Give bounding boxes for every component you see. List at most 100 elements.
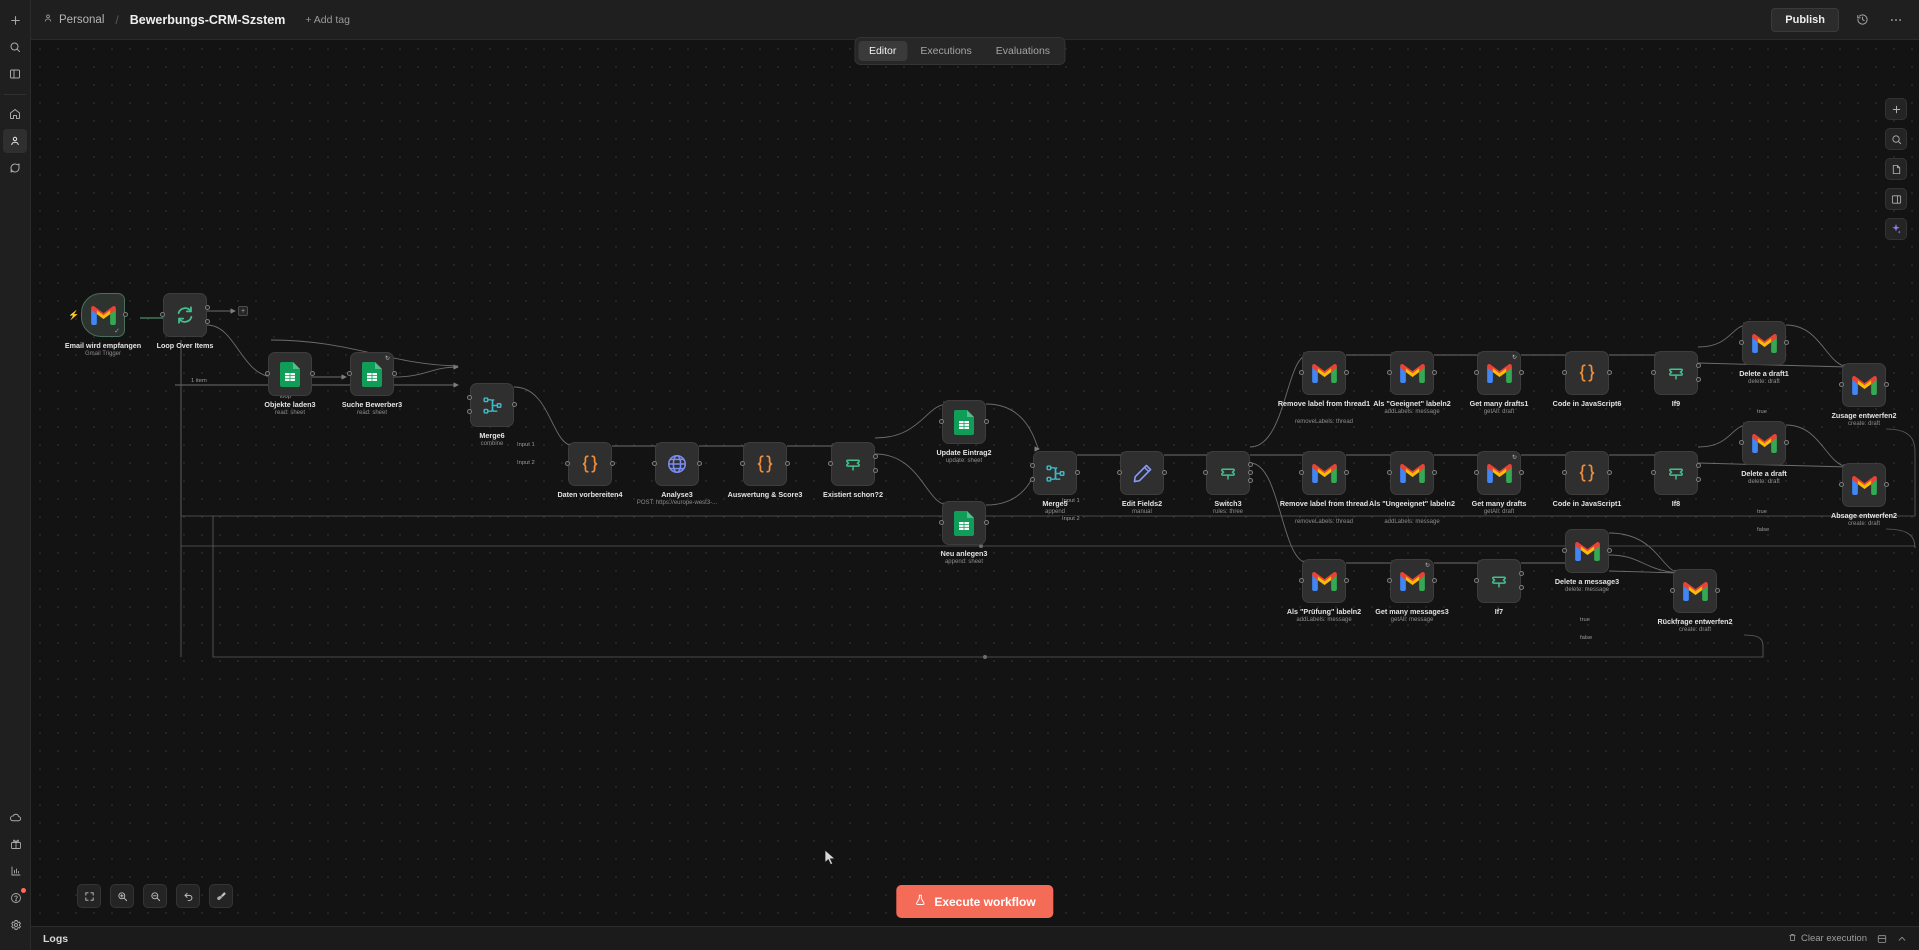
workflow-node-n11[interactable]: Neu anlegen3 append: sheet [939, 501, 989, 565]
node-icon-gmail-icon[interactable] [1839, 363, 1889, 407]
node-input-port[interactable] [1562, 470, 1567, 475]
more-ellipsis-icon[interactable] [1885, 9, 1907, 31]
panel-layout-icon[interactable] [1877, 934, 1887, 944]
node-input-port[interactable] [565, 461, 570, 466]
workflow-node-n20[interactable]: Delete a draft1 delete: draft [1739, 321, 1789, 385]
node-input-port-1[interactable] [467, 394, 472, 400]
node-output-port[interactable] [1519, 470, 1524, 475]
node-output-port[interactable] [785, 461, 790, 466]
node-input-port[interactable] [160, 312, 165, 317]
node-output-port-true[interactable] [1696, 462, 1701, 468]
workflow-node-n17[interactable]: ↻ Get many drafts1 getAll: draft [1470, 351, 1528, 415]
node-input-port[interactable] [1387, 470, 1392, 475]
node-icon-sheets-icon[interactable] [939, 400, 989, 444]
workflow-node-n9[interactable]: Existiert schon?2 [823, 442, 883, 499]
node-input-port[interactable] [1562, 548, 1567, 553]
workflow-node-n1[interactable]: ⚡ ✓ Email wird empfangen Gmail Trigger [65, 293, 141, 357]
node-output-port-true[interactable] [873, 453, 878, 459]
help-question-icon[interactable] [4, 886, 28, 910]
workflow-node-n16[interactable]: Als "Geeignet" labeln2 addLabels: message [1373, 351, 1451, 415]
node-input-port[interactable] [1739, 440, 1744, 445]
node-output-port[interactable] [1784, 340, 1789, 345]
node-icon-gmail-icon[interactable] [1387, 351, 1437, 395]
tab-executions[interactable]: Executions [920, 45, 972, 57]
workflow-node-n22[interactable]: Remove label from thread removeLabels: th… [1280, 451, 1368, 525]
node-icon-if-icon[interactable] [1651, 351, 1701, 395]
node-icon-gmail-icon[interactable]: ⚡ ✓ [68, 293, 128, 337]
node-icon-sheets-icon[interactable] [265, 352, 315, 396]
node-output-port-true[interactable] [1519, 570, 1524, 576]
node-output-port[interactable] [1884, 482, 1889, 487]
clear-execution-button[interactable]: Clear execution [1788, 933, 1867, 945]
workflow-node-n7[interactable]: Analyse3 POST: https://europe-west3-... [637, 442, 717, 506]
node-output-port[interactable] [1162, 470, 1167, 475]
workflow-node-n13[interactable]: Edit Fields2 manual [1117, 451, 1167, 515]
node-output-port[interactable] [984, 520, 989, 525]
workflow-node-n29[interactable]: Als "Prüfung" labeln2 addLabels: message [1287, 559, 1361, 623]
node-icon-gmail-icon[interactable]: ↻ [1387, 559, 1437, 603]
node-input-port[interactable] [1387, 370, 1392, 375]
node-icon-gmail-icon[interactable]: ↻ [1474, 451, 1524, 495]
history-clock-icon[interactable] [1851, 9, 1873, 31]
execute-workflow-button[interactable]: Execute workflow [896, 885, 1054, 918]
node-icon-code-icon[interactable] [1562, 351, 1612, 395]
node-icon-gmail-icon[interactable]: ↻ [1474, 351, 1524, 395]
node-output-port-false[interactable] [205, 319, 210, 325]
node-output-port-true[interactable] [205, 304, 210, 310]
node-output-port[interactable] [512, 402, 517, 407]
node-input-port[interactable] [1839, 382, 1844, 387]
node-output-port[interactable] [1607, 470, 1612, 475]
node-output-port[interactable] [1519, 370, 1524, 375]
node-icon-gmail-icon[interactable] [1670, 569, 1720, 613]
node-icon-if-icon[interactable] [1203, 451, 1253, 495]
workflow-node-n3[interactable]: Objekte laden3 read: sheet [264, 352, 316, 416]
zoom-in-icon[interactable] [110, 884, 134, 908]
workflow-node-n15[interactable]: Remove label from thread1 removeLabels: t… [1278, 351, 1370, 425]
search-nodes-icon[interactable] [1885, 128, 1907, 150]
node-icon-loop-icon[interactable] [160, 293, 210, 337]
node-output-port-1[interactable] [1248, 461, 1253, 467]
node-output-port[interactable] [310, 371, 315, 376]
node-icon-gmail-icon[interactable] [1299, 451, 1349, 495]
node-output-port[interactable] [1432, 370, 1437, 375]
node-input-port[interactable] [1117, 470, 1122, 475]
node-output-port[interactable] [697, 461, 702, 466]
node-output-port[interactable] [1607, 548, 1612, 553]
settings-gear-icon[interactable] [4, 913, 28, 937]
sidebar-item-home[interactable] [3, 102, 27, 126]
node-icon-gmail-icon[interactable] [1387, 451, 1437, 495]
node-input-port[interactable] [1474, 370, 1479, 375]
node-input-port[interactable] [347, 371, 352, 376]
workflow-node-n4[interactable]: ↻ Suche Bewerber3 read: sheet [342, 352, 402, 416]
node-icon-gmail-icon[interactable] [1839, 463, 1889, 507]
node-input-port[interactable] [1739, 340, 1744, 345]
node-output-port[interactable] [1075, 470, 1080, 475]
node-input-port[interactable] [1387, 578, 1392, 583]
node-input-port[interactable] [652, 461, 657, 466]
add-node-after-loop-done[interactable]: + [238, 306, 248, 316]
node-input-port[interactable] [1562, 370, 1567, 375]
node-output-port[interactable] [1432, 470, 1437, 475]
zoom-to-fit-icon[interactable] [77, 884, 101, 908]
node-input-port[interactable] [939, 520, 944, 525]
node-icon-code-icon[interactable] [1562, 451, 1612, 495]
node-input-port[interactable] [1299, 370, 1304, 375]
node-output-port[interactable] [1344, 370, 1349, 375]
node-input-port-2[interactable] [467, 409, 472, 415]
workflow-node-n6[interactable]: Daten vorbereiten4 [557, 442, 623, 499]
node-input-port[interactable] [828, 461, 833, 466]
tidy-up-icon[interactable] [209, 884, 233, 908]
cloud-icon[interactable] [4, 805, 28, 829]
workflow-node-n8[interactable]: Auswertung & Score3 [728, 442, 802, 499]
workflow-node-n27[interactable]: Delete a draft delete: draft [1739, 421, 1789, 485]
toggle-panel-icon[interactable] [1885, 188, 1907, 210]
node-icon-gmail-icon[interactable] [1739, 421, 1789, 465]
node-icon-gmail-icon[interactable] [1299, 351, 1349, 395]
node-icon-sheets-icon[interactable]: ↻ [347, 352, 397, 396]
chevron-up-icon[interactable] [1897, 934, 1907, 944]
node-input-port[interactable] [1299, 470, 1304, 475]
node-output-port[interactable] [1607, 370, 1612, 375]
workflow-title[interactable]: Bewerbungs-CRM-Szstem [129, 12, 286, 27]
node-input-port[interactable] [1839, 482, 1844, 487]
